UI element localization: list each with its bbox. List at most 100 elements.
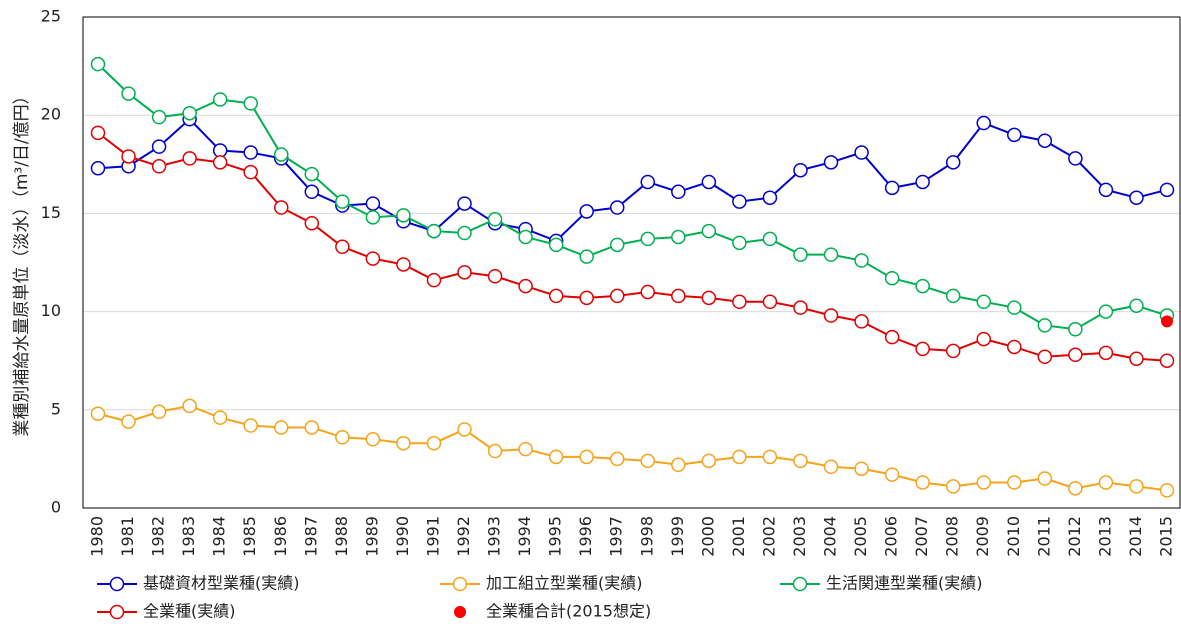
legend-item: 生活関連型業種(実績) [780,574,983,593]
point-marker [884,329,900,345]
x-tick-label: 2007 [912,516,931,557]
point-marker [1098,182,1114,198]
point-marker [426,272,442,288]
point-marker [457,422,472,437]
point-marker [854,253,869,268]
point-marker [671,229,686,245]
x-tick-label: 2004 [821,516,840,557]
point-marker [701,290,717,306]
point-marker [1007,475,1022,490]
point-marker [609,200,625,215]
x-tick-label: 1981 [118,516,137,557]
point-marker [335,239,350,255]
y-tick-label: 15 [41,203,61,222]
point-marker [151,109,167,125]
x-tick-label: 1993 [485,516,504,557]
point-marker [915,341,930,357]
point-marker [1068,347,1083,363]
series-line [97,63,1168,331]
point-marker [90,160,106,176]
y-axis-title: 業種別補給水量原単位（淡水）（m³/日/億円） [12,87,32,436]
point-marker [762,231,778,247]
point-marker [976,331,991,347]
point-marker [671,184,686,200]
legend-item: 全業種(実績) [97,602,236,621]
point-marker [1129,351,1144,366]
point-marker [640,453,656,469]
point-marker [274,200,289,215]
legend-label: 全業種(実績) [143,602,236,621]
point-marker [304,166,320,182]
point-marker [365,432,381,447]
point-marker [915,174,930,190]
x-tick-label: 1995 [546,516,565,557]
x-tick-label: 1988 [332,516,351,557]
point-marker [335,430,350,445]
point-marker [793,300,808,315]
legend-marker [792,576,808,592]
point-marker [487,212,503,227]
y-tick-label: 25 [41,7,61,26]
y-tick-label: 5 [51,399,61,418]
x-tick-label: 1997 [607,516,626,557]
point-marker [609,288,625,304]
point-marker [640,174,656,190]
point-marker [365,210,381,225]
point-marker [945,288,961,304]
point-marker [212,410,228,425]
point-marker [1159,483,1175,498]
point-marker [1068,322,1083,337]
legend-item: 基礎資材型業種(実績) [97,574,300,593]
point-marker [396,257,411,272]
point-marker [274,147,289,162]
point-marker [823,247,839,262]
x-tick-label: 2000 [698,516,717,557]
point-marker [396,435,411,451]
y-tick-label: 0 [51,498,61,517]
point-marker [1098,475,1114,490]
point-marker [915,475,930,490]
point-marker [1129,479,1144,494]
point-marker [1129,298,1144,313]
legend-marker [454,606,466,618]
legend-item: 加工組立型業種(実績) [440,574,643,593]
point-marker [151,139,167,154]
point-marker [151,159,167,174]
point-marker [274,420,289,435]
legend-marker [109,604,125,620]
point-marker [457,196,472,211]
x-tick-label: 1998 [637,516,656,557]
point-marker [823,155,839,170]
point-marker [1068,151,1083,166]
point-marker [762,449,778,465]
x-tick-label: 1989 [362,516,381,557]
point-marker [304,420,320,435]
point-marker [182,151,197,166]
point-marker [304,184,320,200]
point-marker [243,96,258,111]
point-marker [1068,481,1083,496]
legend-label: 基礎資材型業種(実績) [143,574,300,593]
point-marker [335,194,350,209]
legend-marker [452,576,468,592]
point-marker [671,457,686,473]
point-marker [121,414,136,429]
point-marker [701,174,717,190]
point-marker [426,435,442,451]
point-marker [243,418,258,433]
point-marker [90,125,106,141]
x-tick-label: 1980 [88,516,107,557]
point-marker [1007,127,1022,143]
point-marker [793,162,808,178]
x-tick-label: 2001 [729,516,748,557]
x-tick-label: 1991 [423,516,442,557]
point-marker [823,308,839,323]
point-marker [457,225,472,241]
point-marker [732,194,747,209]
point-marker [396,208,411,223]
point-marker [854,314,869,329]
point-marker [732,449,747,465]
x-tick-label: 1994 [515,516,534,557]
point-marker [945,479,961,494]
point-marker [793,453,808,469]
